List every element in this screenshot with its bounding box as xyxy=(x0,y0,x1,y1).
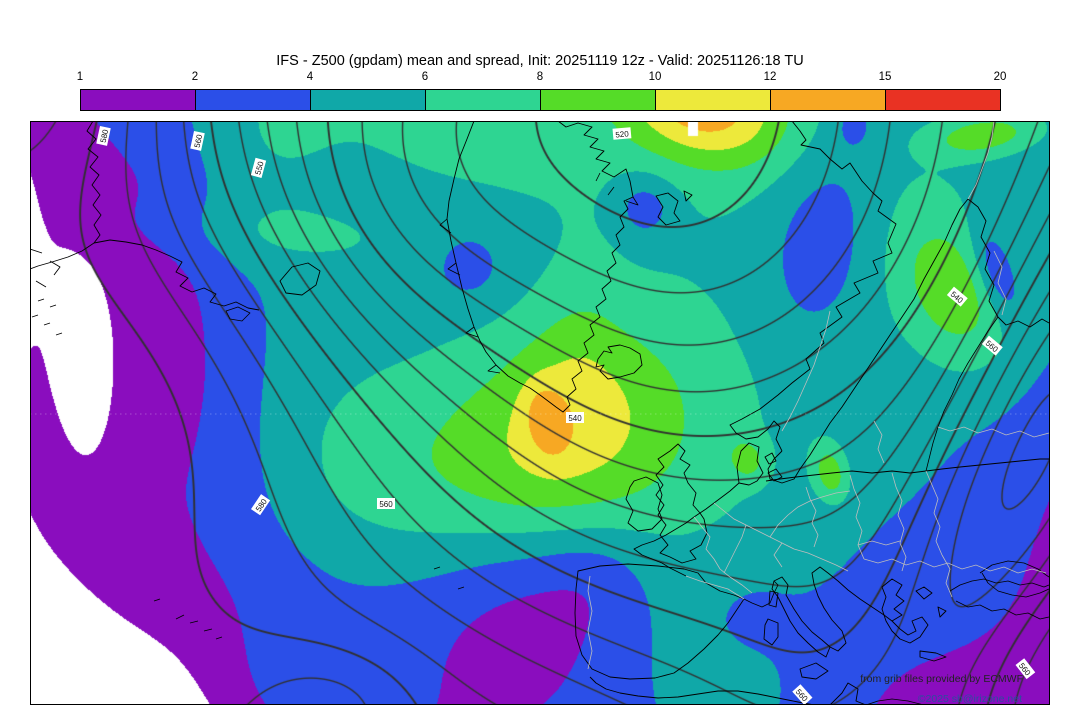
svg-text:580: 580 xyxy=(99,128,111,143)
svg-text:©2025 sb@irizone.net: ©2025 sb@irizone.net xyxy=(918,693,1022,705)
svg-text:from grib files provided by EC: from grib files provided by ECMWF xyxy=(860,673,1023,685)
svg-text:560: 560 xyxy=(193,133,205,148)
svg-text:560: 560 xyxy=(379,500,393,509)
svg-text:550: 550 xyxy=(253,160,265,176)
svg-text:540: 540 xyxy=(568,414,582,423)
svg-text:520: 520 xyxy=(615,129,630,139)
